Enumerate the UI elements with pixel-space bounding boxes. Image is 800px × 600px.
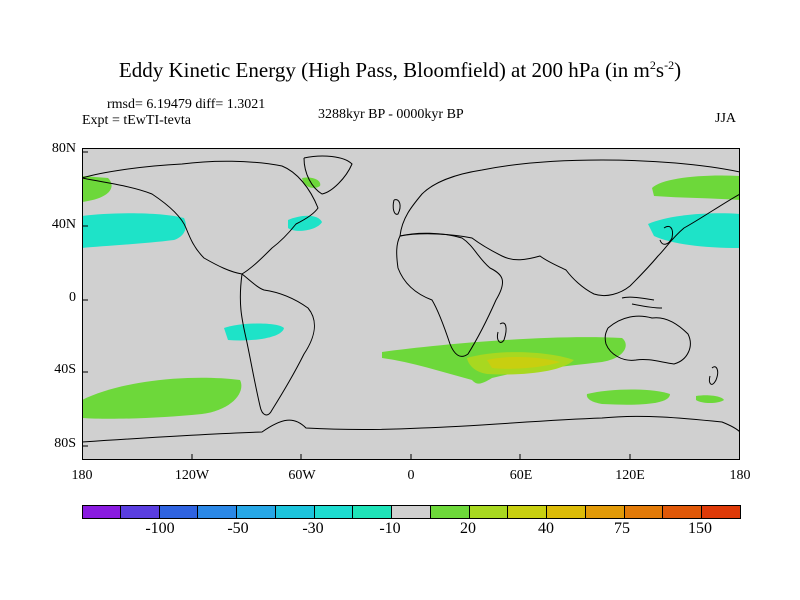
coast-eurasia xyxy=(399,159,740,297)
colorbar-frame xyxy=(82,505,741,519)
map-ticks xyxy=(82,151,631,460)
lon-label-60w: 60W xyxy=(288,468,316,483)
colorbar-swatch xyxy=(702,505,741,518)
colorbar-swatch xyxy=(547,505,586,518)
colorbar-swatch xyxy=(82,505,121,518)
lat-label-0: 0 xyxy=(69,290,76,305)
lat-label-40s: 40S xyxy=(54,362,76,377)
colorbar-label-neg10: -10 xyxy=(379,520,401,537)
coast-antarctica xyxy=(82,415,740,443)
coast-japan xyxy=(659,225,673,245)
colorbar-label-150: 150 xyxy=(688,520,712,537)
colorbar-swatch xyxy=(585,505,625,518)
lon-label-180w: 180 xyxy=(71,468,93,483)
coast-africa xyxy=(396,232,504,357)
colorbar-swatch xyxy=(430,505,470,518)
lon-label-120w: 120W xyxy=(174,468,210,483)
anomaly-green-s-newzealand xyxy=(696,395,724,403)
colorbar-swatch xyxy=(508,505,548,518)
colorbar-swatch xyxy=(237,505,276,518)
anomaly-cyan-se-pacific xyxy=(224,323,284,341)
map-plot xyxy=(82,148,740,460)
period-text: 3288kyr BP - 0000kyr BP xyxy=(318,107,464,122)
anomaly-yellow-s-indian xyxy=(487,356,560,369)
lat-label-80n: 80N xyxy=(51,141,76,156)
colorbar-swatch xyxy=(353,505,393,518)
colorbar xyxy=(82,505,741,518)
coastlines xyxy=(82,155,740,443)
colorbar-label-20: 20 xyxy=(460,520,476,537)
colorbar-label-neg30: -30 xyxy=(302,520,324,537)
colorbar-swatch xyxy=(198,505,238,518)
anomaly-cyan-nw-atlantic xyxy=(288,215,322,231)
coast-new-zealand xyxy=(709,366,719,385)
coast-greenland xyxy=(303,155,353,195)
colorbar-swatch xyxy=(275,505,315,518)
colorbar-swatch xyxy=(159,505,199,518)
lat-label-80s: 80S xyxy=(54,436,76,451)
lon-label-120e: 120E xyxy=(615,468,645,483)
colorbar-swatch xyxy=(392,505,431,518)
colorbar-swatch xyxy=(469,505,509,518)
anomaly-cyan-north-pacific xyxy=(82,213,186,248)
colorbar-label-neg50: -50 xyxy=(227,520,249,537)
coast-north-america xyxy=(82,160,319,275)
colorbar-swatch xyxy=(120,505,160,518)
anomaly-green-s-australia xyxy=(586,389,670,405)
experiment-text: Expt = tEwTI-tevta xyxy=(82,113,191,128)
chart-title: Eddy Kinetic Energy (High Pass, Bloomfie… xyxy=(118,58,682,82)
coast-indonesia xyxy=(621,296,663,309)
season-text: JJA xyxy=(715,111,737,126)
lon-label-60e: 60E xyxy=(509,468,533,483)
anomaly-green-n-asia xyxy=(652,175,740,200)
stats-text: rmsd= 6.19479 diff= 1.3021 xyxy=(107,97,266,112)
colorbar-swatch xyxy=(624,505,664,518)
lon-label-0: 0 xyxy=(407,468,415,483)
coast-uk xyxy=(392,199,401,215)
colorbar-label-40: 40 xyxy=(538,520,554,537)
colorbar-label-neg100: -100 xyxy=(145,520,175,537)
coast-madagascar xyxy=(497,322,507,343)
colorbar-swatch xyxy=(314,505,354,518)
lon-label-180e: 180 xyxy=(729,468,751,483)
coast-central-south-america xyxy=(239,273,315,416)
colorbar-swatch xyxy=(663,505,703,518)
coast-australia xyxy=(604,315,691,365)
anomaly-green-s-pacific xyxy=(82,377,242,419)
lat-label-40n: 40N xyxy=(51,217,76,232)
colorbar-label-75: 75 xyxy=(614,520,630,537)
